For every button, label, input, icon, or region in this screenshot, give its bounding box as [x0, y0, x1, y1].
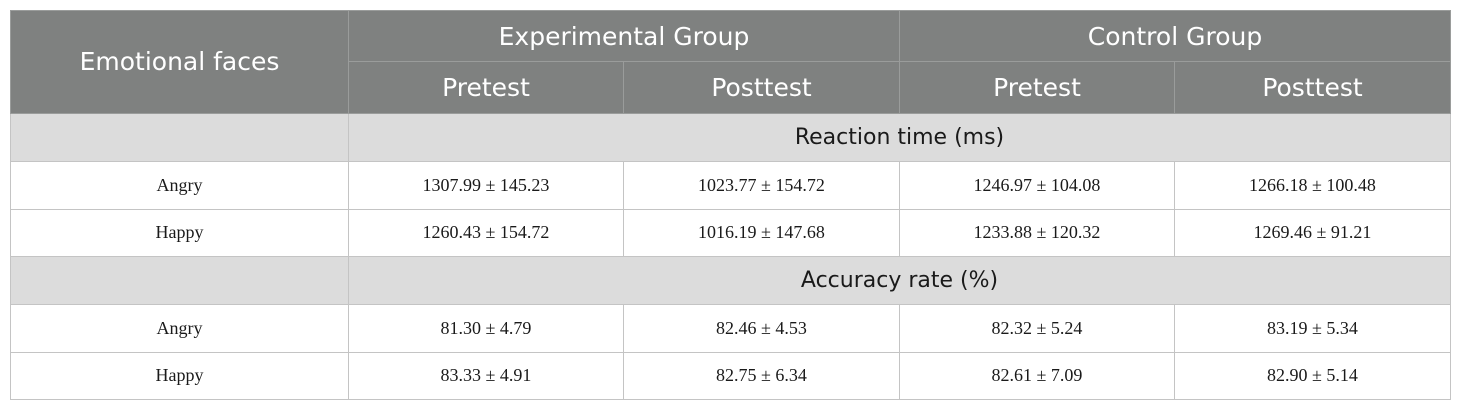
- experimental-group-header: Experimental Group: [348, 9, 900, 63]
- exp-posttest-header: Posttest: [623, 61, 900, 114]
- table-row: Angry 81.30 ± 4.79 82.46 ± 4.53 82.32 ± …: [10, 304, 1451, 353]
- row-label: Angry: [10, 304, 349, 353]
- cell-value: 1260.43 ± 154.72: [348, 208, 624, 257]
- section-row: Reaction time (ms): [10, 112, 1451, 163]
- cell-value: 82.61 ± 7.09: [899, 351, 1175, 401]
- cell-value: 1016.19 ± 147.68: [623, 208, 900, 257]
- cell-value: 82.32 ± 5.24: [899, 304, 1175, 353]
- cell-value: 81.30 ± 4.79: [348, 304, 624, 353]
- cell-value: 1023.77 ± 154.72: [623, 161, 900, 210]
- cell-value: 1269.46 ± 91.21: [1174, 208, 1451, 257]
- section-blank-cell: [10, 255, 349, 306]
- control-group-header: Control Group: [899, 9, 1451, 63]
- row-label: Angry: [10, 161, 349, 210]
- exp-pretest-header: Pretest: [348, 61, 624, 114]
- row-label: Happy: [10, 208, 349, 257]
- cell-value: 1246.97 ± 104.08: [899, 161, 1175, 210]
- section-title: Reaction time (ms): [348, 112, 1451, 163]
- cell-value: 1307.99 ± 145.23: [348, 161, 624, 210]
- section-title: Accuracy rate (%): [348, 255, 1451, 306]
- table-row: Happy 83.33 ± 4.91 82.75 ± 6.34 82.61 ± …: [10, 351, 1451, 401]
- cell-value: 1266.18 ± 100.48: [1174, 161, 1451, 210]
- cell-value: 82.46 ± 4.53: [623, 304, 900, 353]
- section-row: Accuracy rate (%): [10, 255, 1451, 306]
- results-table: Emotional faces Experimental Group Contr…: [10, 9, 1451, 401]
- row-label-header: Emotional faces: [10, 10, 349, 114]
- cell-value: 82.90 ± 5.14: [1174, 351, 1451, 401]
- table-row: Happy 1260.43 ± 154.72 1016.19 ± 147.68 …: [10, 208, 1451, 257]
- cell-value: 83.33 ± 4.91: [348, 351, 624, 401]
- ctrl-pretest-header: Pretest: [899, 61, 1175, 114]
- cell-value: 83.19 ± 5.34: [1174, 304, 1451, 353]
- table-row: Angry 1307.99 ± 145.23 1023.77 ± 154.72 …: [10, 161, 1451, 210]
- ctrl-posttest-header: Posttest: [1174, 61, 1451, 114]
- section-blank-cell: [10, 112, 349, 163]
- row-label: Happy: [10, 351, 349, 401]
- cell-value: 82.75 ± 6.34: [623, 351, 900, 401]
- cell-value: 1233.88 ± 120.32: [899, 208, 1175, 257]
